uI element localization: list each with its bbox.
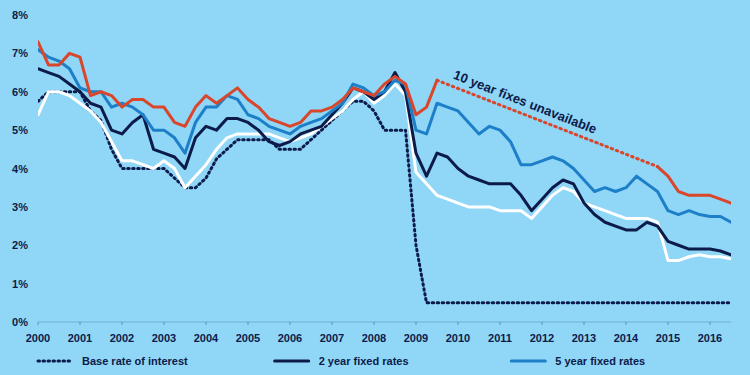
gap-bridge — [437, 80, 658, 166]
legend-swatch — [38, 360, 72, 363]
x-tick-label: 2013 — [572, 332, 596, 344]
y-tick-label: 1% — [12, 278, 28, 290]
y-tick — [35, 168, 38, 169]
y-tick-label: 4% — [12, 163, 28, 175]
x-tick-label: 2004 — [194, 332, 219, 344]
x-tick-label: 2011 — [488, 332, 512, 344]
x-tick-label: 2015 — [656, 332, 680, 344]
x-tick — [80, 322, 81, 325]
x-tick-label: 2005 — [236, 332, 260, 344]
x-tick — [248, 322, 249, 325]
plot-area — [38, 42, 731, 303]
x-tick-label: 2007 — [320, 332, 344, 344]
x-tick-label: 2002 — [110, 332, 134, 344]
x-tick — [542, 322, 543, 325]
y-tick-label: 8% — [12, 9, 28, 21]
series-line — [38, 84, 731, 261]
y-tick-label: 2% — [12, 239, 28, 251]
x-tick-label: 2003 — [152, 332, 176, 344]
x-tick — [122, 322, 123, 325]
x-tick — [458, 322, 459, 325]
annotation: 10 year fixes unavailable — [451, 67, 598, 137]
legend-label: Base rate of interest — [82, 355, 188, 367]
series-line — [38, 42, 731, 203]
chart: 0% 1% 2% 3% 4% 5% 6% 7% 8% 2000 2001 2002 2003 2004 20… — [0, 0, 750, 375]
x-tick-label: 2012 — [530, 332, 554, 344]
x-tick — [710, 322, 711, 325]
x-tick — [584, 322, 585, 325]
y-tick — [35, 206, 38, 207]
y-tick-label: 7% — [12, 47, 28, 59]
series-line — [38, 50, 731, 223]
x-tick — [38, 322, 39, 325]
x-tick — [290, 322, 291, 325]
x-axis-line — [38, 322, 731, 323]
legend-swatch — [511, 360, 545, 363]
x-tick-label: 2016 — [698, 332, 722, 344]
y-tick — [35, 130, 38, 131]
legend-label: 5 year fixed rates — [555, 355, 645, 367]
y-tick — [35, 15, 38, 16]
x-tick — [626, 322, 627, 325]
x-tick-label: 2000 — [26, 332, 50, 344]
x-tick-label: 2014 — [614, 332, 639, 344]
x-tick — [500, 322, 501, 325]
y-tick-label: 6% — [12, 86, 28, 98]
x-tick-label: 2010 — [446, 332, 470, 344]
x-tick-label: 2001 — [68, 332, 92, 344]
legend-label: 2 year fixed rates — [319, 355, 409, 367]
legend-swatch — [275, 360, 309, 363]
x-tick — [416, 322, 417, 325]
y-tick-label: 3% — [12, 201, 28, 213]
x-tick-label: 2008 — [362, 332, 386, 344]
background — [0, 0, 750, 375]
y-tick — [35, 91, 38, 92]
x-tick — [668, 322, 669, 325]
y-tick — [35, 245, 38, 246]
series-line — [38, 69, 731, 255]
x-tick-label: 2006 — [278, 332, 302, 344]
x-tick — [374, 322, 375, 325]
x-tick — [206, 322, 207, 325]
y-tick-label: 0% — [12, 316, 28, 328]
y-tick — [35, 53, 38, 54]
y-tick-label: 5% — [12, 124, 28, 136]
x-tick-label: 2009 — [404, 332, 428, 344]
legend: Base rate of interest 2 year fixed rates 5… — [38, 355, 645, 367]
y-tick — [35, 283, 38, 284]
x-tick — [332, 322, 333, 325]
series-line — [38, 92, 731, 303]
x-tick — [164, 322, 165, 325]
